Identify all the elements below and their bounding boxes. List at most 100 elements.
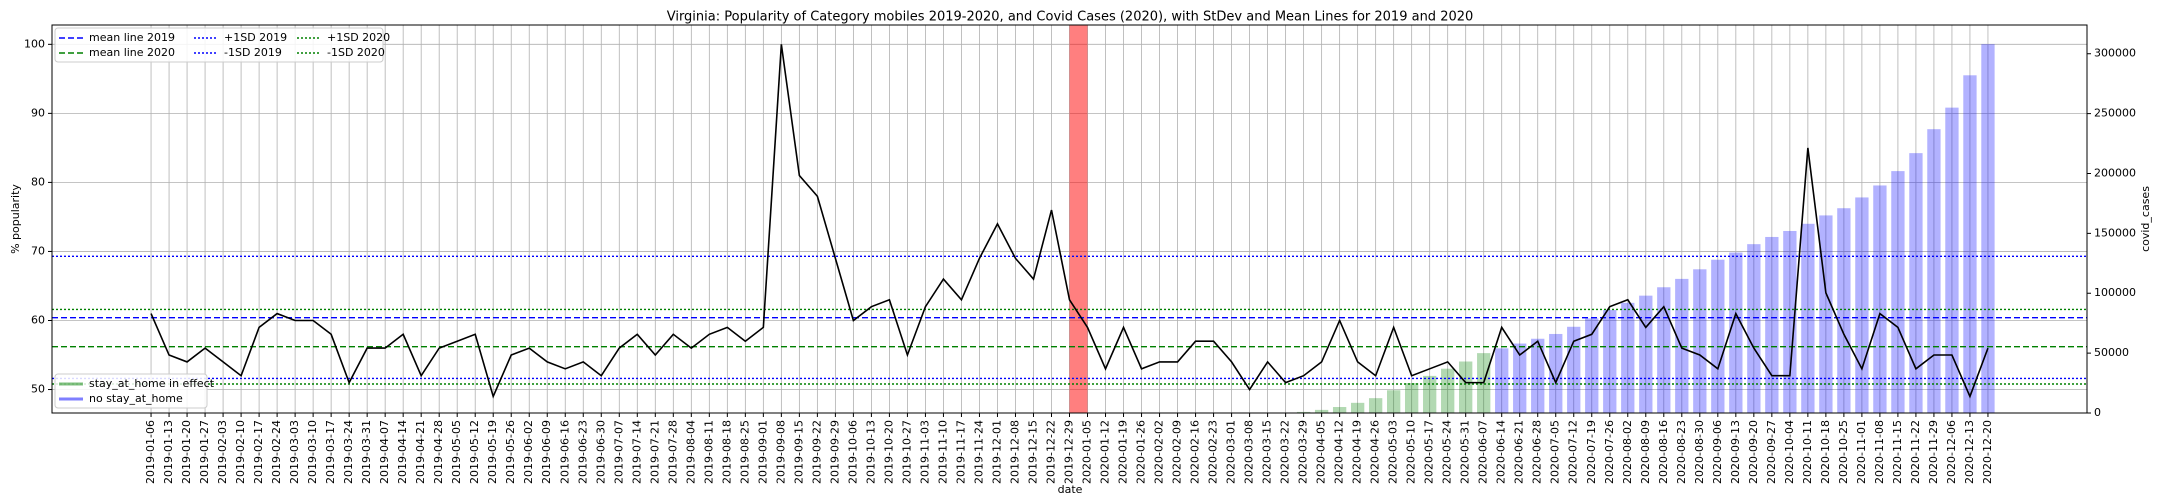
x-tick-label: 2020-11-22 xyxy=(1909,420,1922,484)
x-tick-label: 2020-08-02 xyxy=(1621,420,1634,484)
chart-title: Virginia: Popularity of Category mobiles… xyxy=(667,10,1474,25)
x-tick-label: 2019-08-11 xyxy=(702,420,715,484)
bar xyxy=(1513,343,1527,413)
legend-label: +1SD 2020 xyxy=(327,31,390,44)
y2-tick-label: 200000 xyxy=(2094,166,2136,179)
x-tick-label: 2019-10-20 xyxy=(882,420,895,484)
x-tick-label: 2019-04-28 xyxy=(432,420,445,484)
x-tick-label: 2019-05-12 xyxy=(468,420,481,484)
x-tick-label: 2019-07-14 xyxy=(630,420,643,484)
x-tick-label: 2020-04-05 xyxy=(1315,420,1328,484)
x-tick-label: 2019-09-01 xyxy=(756,420,769,484)
x-tick-label: 2020-04-26 xyxy=(1369,420,1382,484)
x-tick-label: 2019-08-25 xyxy=(738,420,751,484)
x-tick-label: 2020-01-19 xyxy=(1117,420,1130,484)
x-tick-label: 2019-03-03 xyxy=(288,420,301,484)
x-tick-label: 2020-06-07 xyxy=(1477,420,1490,484)
bar xyxy=(1621,302,1635,413)
legend-label: stay_at_home in effect xyxy=(89,377,215,390)
x-tick-label: 2020-05-31 xyxy=(1459,420,1472,484)
y2-tick-label: 150000 xyxy=(2094,226,2136,239)
bar xyxy=(1405,383,1419,413)
x-tick-label: 2019-12-29 xyxy=(1063,420,1076,484)
legend-label: mean line 2019 xyxy=(89,31,175,44)
x-tick-label: 2020-02-23 xyxy=(1207,420,1220,484)
bar xyxy=(1350,402,1365,413)
x-tick-label: 2019-04-14 xyxy=(396,420,409,484)
x-tick-label: 2020-10-11 xyxy=(1801,420,1814,484)
legend-label: no stay_at_home xyxy=(89,392,183,405)
x-tick-label: 2020-11-15 xyxy=(1891,420,1904,484)
legend-box xyxy=(54,373,208,409)
x-tick-label: 2019-02-03 xyxy=(216,420,229,484)
x-tick-label: 2019-01-27 xyxy=(198,420,211,484)
x-tick-label: 2019-10-13 xyxy=(864,420,877,484)
x-tick-label: 2020-06-21 xyxy=(1513,420,1526,484)
x-tick-label: 2020-09-06 xyxy=(1711,420,1724,484)
x-tick-label: 2020-04-19 xyxy=(1351,420,1364,484)
legend-label: +1SD 2019 xyxy=(224,31,287,44)
x-tick-label: 2019-11-03 xyxy=(918,420,931,484)
y2-tick-label: 300000 xyxy=(2094,47,2136,60)
x-tick-label: 2019-06-09 xyxy=(540,420,553,484)
x-tick-label: 2019-05-05 xyxy=(450,420,463,484)
bar xyxy=(1837,208,1851,413)
x-tick-label: 2019-03-17 xyxy=(324,420,337,484)
bar xyxy=(1296,411,1311,413)
legend-label: mean line 2020 xyxy=(89,46,175,59)
x-tick-label: 2019-03-31 xyxy=(360,420,373,484)
x-tick-label: 2020-03-29 xyxy=(1297,420,1310,484)
bar xyxy=(1873,185,1887,413)
y-axis-label: % popularity xyxy=(9,184,22,254)
x-tick-label: 2020-07-19 xyxy=(1585,420,1598,484)
bar xyxy=(1495,348,1509,413)
bar xyxy=(1981,44,1995,413)
x-tick-label: 2020-12-20 xyxy=(1981,420,1994,484)
x-tick-label: 2020-01-12 xyxy=(1099,420,1112,484)
bar xyxy=(1963,75,1977,413)
x-tick-label: 2019-03-10 xyxy=(306,420,319,484)
x-tick-label: 2020-10-25 xyxy=(1837,420,1850,484)
x-tick-label: 2019-08-18 xyxy=(720,420,733,484)
bar xyxy=(1386,390,1401,413)
x-tick-label: 2020-10-18 xyxy=(1819,420,1832,484)
x-tick-label: 2020-08-09 xyxy=(1639,420,1652,484)
x-tick-label: 2020-08-30 xyxy=(1693,420,1706,484)
x-tick-label: 2020-01-05 xyxy=(1081,420,1094,484)
x-tick-label: 2019-02-17 xyxy=(252,420,265,484)
x-tick-label: 2019-02-10 xyxy=(234,420,247,484)
line xyxy=(150,44,1989,399)
y2-axis-label: covid_cases xyxy=(2139,186,2152,252)
x-tick-label: 2020-03-15 xyxy=(1261,420,1274,484)
bar xyxy=(1675,278,1689,413)
x-tick-label: 2020-10-04 xyxy=(1783,420,1796,484)
x-tick-label: 2020-06-28 xyxy=(1531,420,1544,484)
bar xyxy=(1657,287,1671,413)
x-tick-label: 2020-09-20 xyxy=(1747,420,1760,484)
bar xyxy=(1314,409,1329,413)
x-tick-label: 2019-12-08 xyxy=(1008,420,1021,484)
x-tick-label: 2020-03-22 xyxy=(1279,420,1292,484)
x-tick-label: 2020-07-26 xyxy=(1603,420,1616,484)
x-tick-label: 2019-05-26 xyxy=(504,420,517,484)
x-tick-label: 2019-06-02 xyxy=(522,420,535,484)
x-tick-label: 2019-09-22 xyxy=(810,420,823,484)
x-tick-label: 2019-03-24 xyxy=(342,420,355,484)
x-tick-label: 2019-07-28 xyxy=(666,420,679,484)
bar xyxy=(1909,153,1923,413)
x-tick-label: 2020-02-02 xyxy=(1153,420,1166,484)
x-tick-label: 2019-07-21 xyxy=(648,420,661,484)
x-tick-label: 2019-04-07 xyxy=(378,420,391,484)
x-tick-label: 2019-11-10 xyxy=(936,420,949,484)
bar xyxy=(1729,252,1743,413)
x-tick-label: 2019-01-13 xyxy=(162,420,175,484)
x-tick-label: 2020-12-13 xyxy=(1963,420,1976,484)
x-tick-label: 2020-01-26 xyxy=(1135,420,1148,484)
bar xyxy=(1585,318,1599,413)
bar xyxy=(1693,269,1707,413)
x-tick-label: 2019-12-15 xyxy=(1026,420,1039,484)
x-tick-label: 2019-06-23 xyxy=(576,420,589,484)
x-tick-label: 2019-08-04 xyxy=(684,420,697,484)
y2-tick-label: 250000 xyxy=(2094,107,2136,120)
